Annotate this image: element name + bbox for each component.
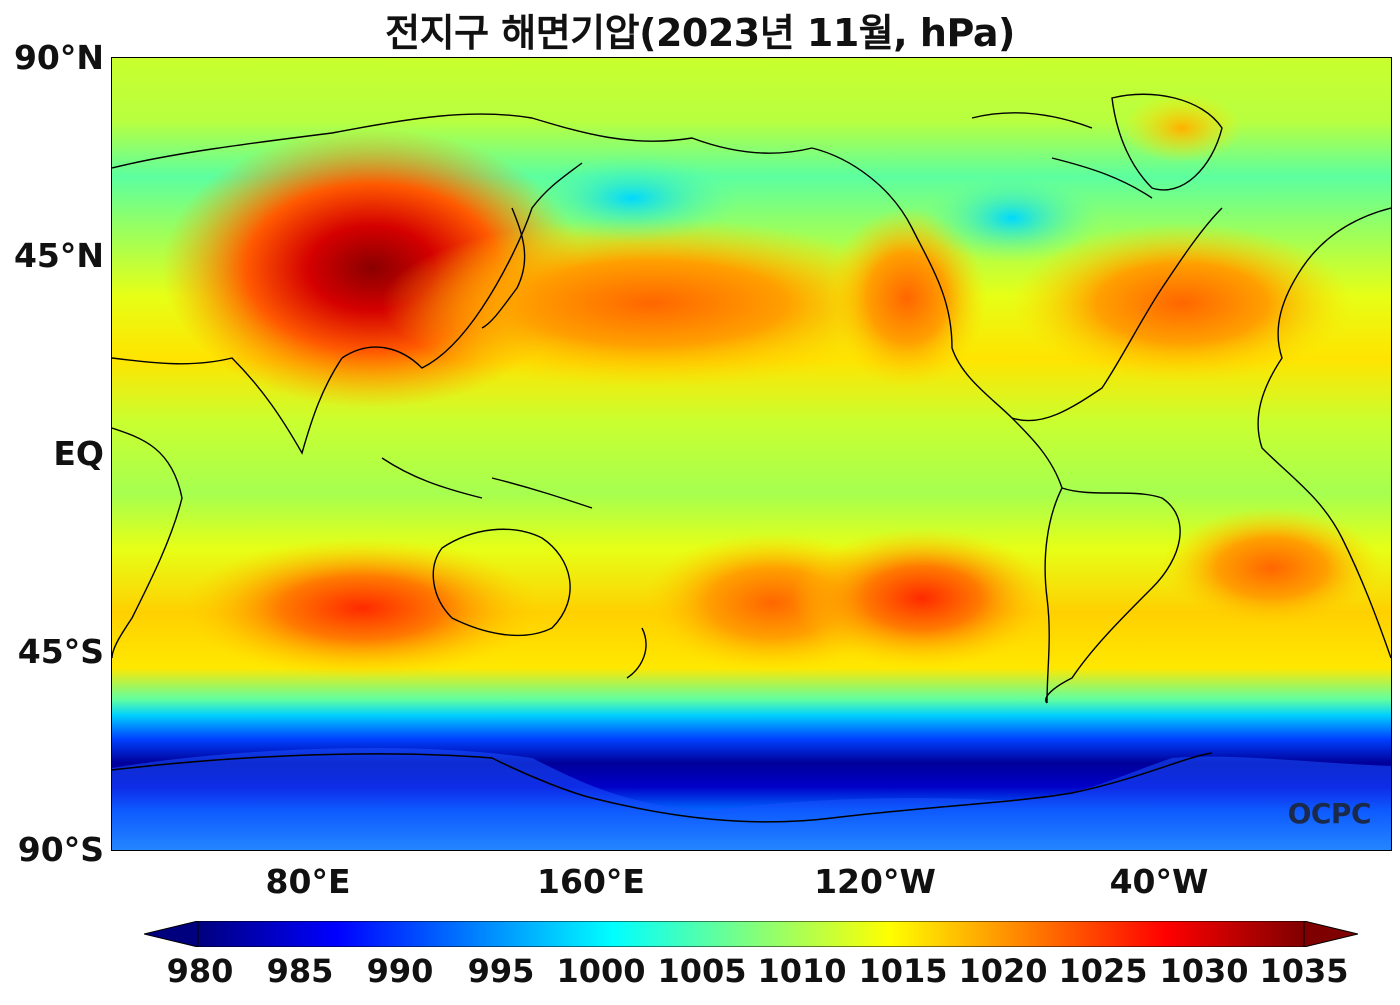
colorbar-gradient [143,920,1359,948]
lon-label-80e: 80°E [265,862,351,901]
lon-label-40w: 40°W [1109,862,1209,901]
colorbar-tick: 1025 [1058,952,1148,990]
colorbar [143,920,1359,948]
colorbar-tick: 980 [166,952,234,990]
pressure-map: OCPC [111,57,1392,851]
page-title: 전지구 해면기압(2023년 11월, hPa) [385,11,1015,55]
ocpc-logo-icon: OCPC [1287,797,1372,830]
colorbar-tick: 1005 [657,952,747,990]
lat-label-eq: EQ [53,434,104,473]
lon-label-120w: 120°W [814,862,936,901]
lat-label-90s: 90°S [17,830,104,869]
colorbar-tick: 1015 [858,952,948,990]
lat-label-45s: 45°S [17,632,104,671]
colorbar-tick: 1030 [1159,952,1249,990]
colorbar-tick: 985 [266,952,334,990]
colorbar-tick: 1020 [958,952,1048,990]
colorbar-tick: 995 [467,952,535,990]
lon-label-160e: 160°E [537,862,645,901]
colorbar-tick: 1010 [757,952,847,990]
colorbar-tick: 1000 [556,952,646,990]
lat-label-90n: 90°N [13,38,104,77]
lat-label-45n: 45°N [13,236,104,275]
colorbar-tick: 990 [366,952,434,990]
colorbar-tick: 1035 [1259,952,1349,990]
pressure-field-graphic [112,58,1391,850]
